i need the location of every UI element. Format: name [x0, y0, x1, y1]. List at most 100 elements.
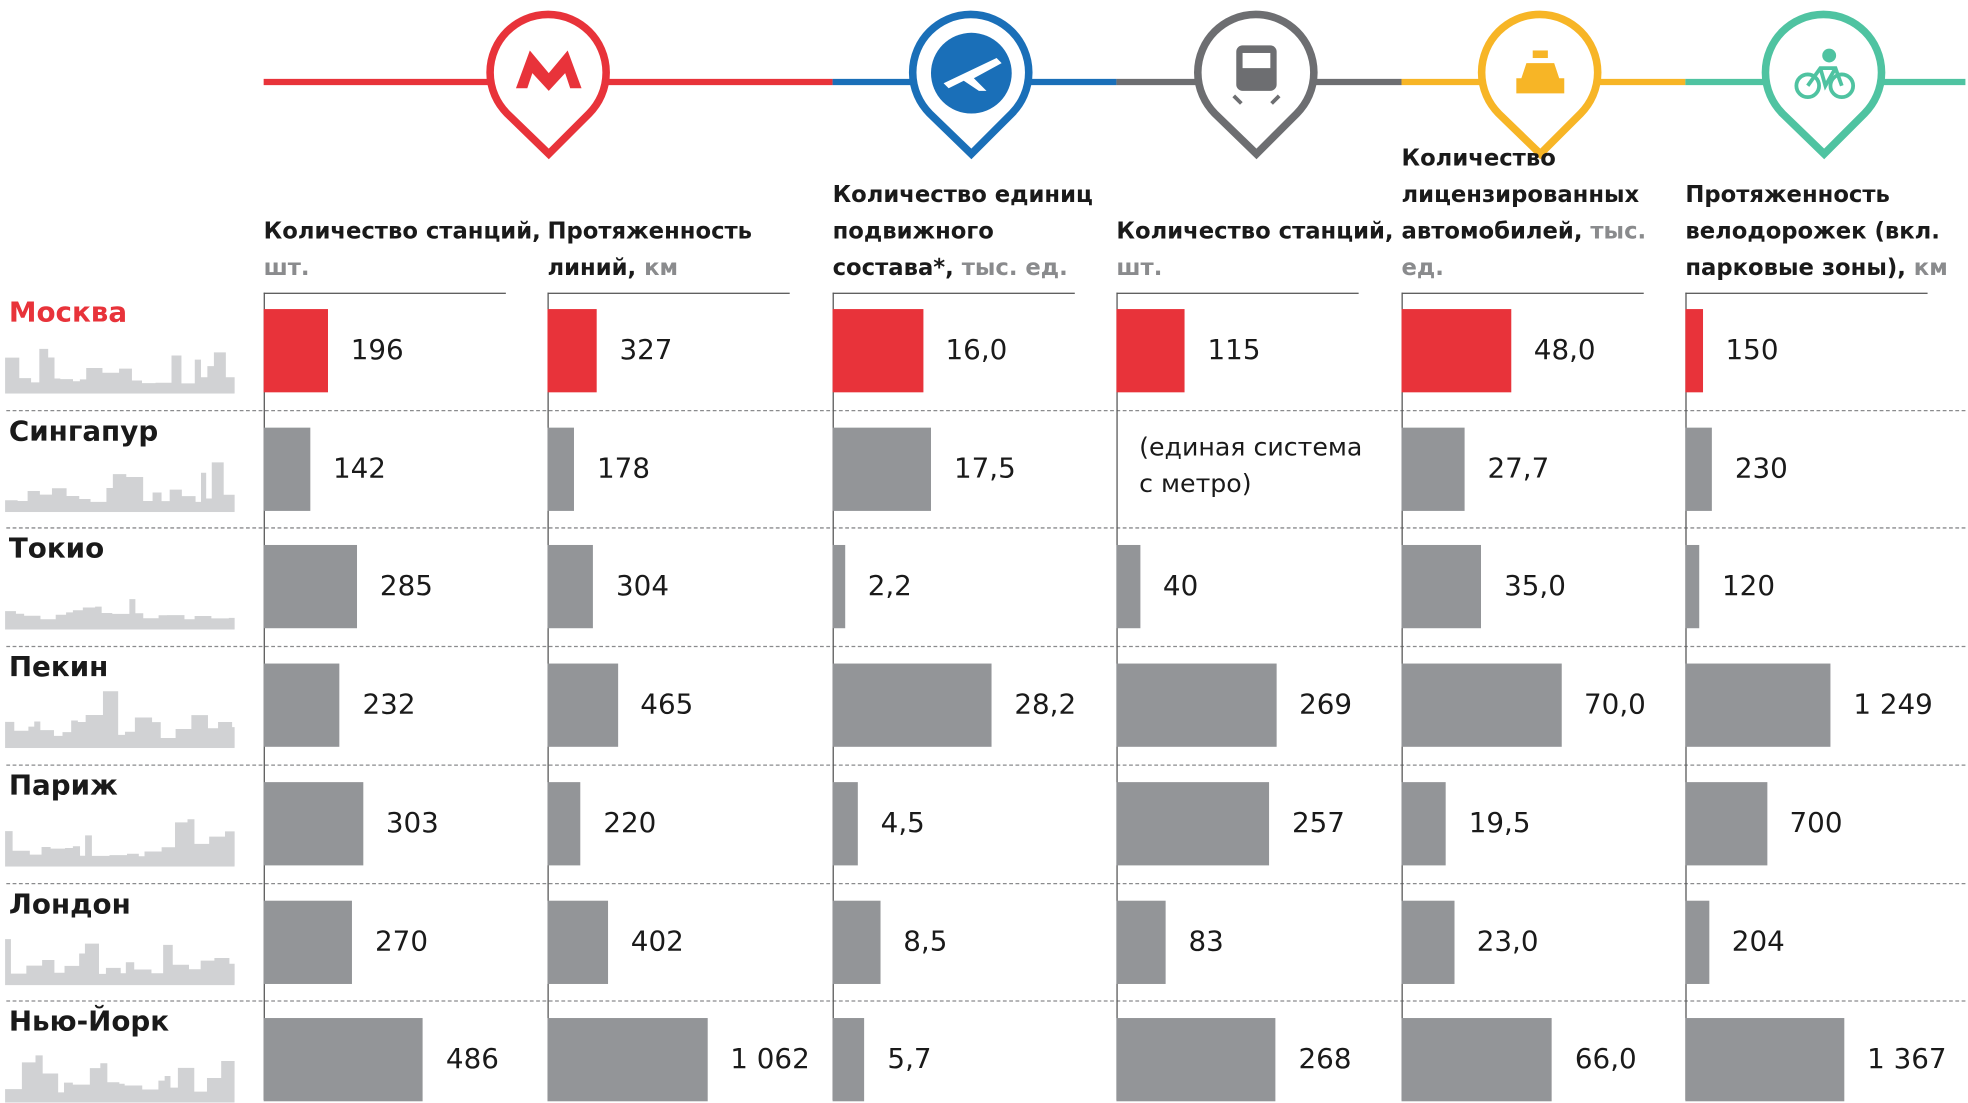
bar — [547, 782, 580, 865]
bar — [264, 309, 328, 392]
value-label: 232 — [363, 690, 416, 722]
bar — [1402, 900, 1454, 983]
value-label: 257 — [1292, 808, 1345, 840]
bar — [1402, 664, 1562, 747]
city-label: Сингапур — [9, 416, 158, 448]
column-header: Количество единиц подвижного состава*, т… — [833, 177, 1113, 287]
value-label: 303 — [386, 808, 439, 840]
column-unit: шт. — [264, 255, 310, 281]
value-label: 142 — [333, 453, 386, 485]
value-label: 269 — [1299, 690, 1352, 722]
column-header: Количество станций, шт. — [1116, 213, 1396, 286]
city-label: Нью-Йорк — [9, 1007, 169, 1039]
column-header: Количество станций, шт. — [264, 213, 544, 286]
value-label: 304 — [616, 571, 669, 603]
bar — [833, 427, 932, 510]
city-label: Токио — [9, 534, 104, 566]
column-unit: шт. — [1116, 255, 1162, 281]
city-label: Лондон — [9, 889, 131, 921]
row-divider — [6, 410, 1965, 411]
bar — [1116, 900, 1165, 983]
bar — [833, 309, 923, 392]
city-label: Пекин — [9, 652, 109, 684]
bar — [833, 664, 992, 747]
bar — [1116, 782, 1269, 865]
page: {"categories": ["Москва", "Сингапур", "Т… — [0, 0, 1968, 1100]
row-divider — [6, 882, 1965, 883]
value-label: 17,5 — [954, 453, 1016, 485]
value-label: 268 — [1299, 1044, 1352, 1076]
bar — [1685, 1018, 1844, 1101]
column-header: Протяженность линий, км — [547, 213, 827, 286]
value-label: 196 — [351, 335, 404, 367]
header-rule — [1116, 293, 1358, 294]
value-label: 402 — [631, 926, 684, 958]
bar — [264, 1018, 424, 1101]
bar — [547, 900, 608, 983]
value-label: 23,0 — [1477, 926, 1539, 958]
column-header: Протяженность велодорожек (вкл. парковые… — [1685, 177, 1965, 287]
value-label: 178 — [597, 453, 650, 485]
bar — [1685, 900, 1709, 983]
column-unit: тыс. ед. — [962, 255, 1068, 281]
value-label: 5,7 — [887, 1044, 931, 1076]
bar — [833, 900, 881, 983]
value-label: 115 — [1208, 335, 1261, 367]
bar — [1402, 782, 1447, 865]
skyline — [5, 1040, 235, 1103]
bar — [547, 427, 574, 510]
header-rule — [1685, 293, 1927, 294]
column-unit: км — [1914, 255, 1948, 281]
row-divider — [6, 764, 1965, 765]
bar — [833, 1018, 865, 1101]
header-rule — [833, 293, 1075, 294]
value-label: 19,5 — [1469, 808, 1531, 840]
value-label: 327 — [619, 335, 672, 367]
value-label: 465 — [640, 690, 693, 722]
value-label: 70,0 — [1584, 690, 1646, 722]
header-rule — [1402, 293, 1644, 294]
bar — [1116, 309, 1184, 392]
column-unit: км — [644, 255, 678, 281]
bar — [264, 782, 363, 865]
bar — [547, 1018, 707, 1101]
header-rule — [264, 293, 506, 294]
bar — [547, 309, 596, 392]
skyline — [5, 567, 235, 630]
column-title: Количество станций, — [1116, 218, 1393, 244]
row-divider — [6, 1001, 1965, 1002]
skyline — [5, 331, 235, 394]
annotation-line: с метро) — [1139, 465, 1362, 502]
bar — [1685, 664, 1830, 747]
bar — [1685, 309, 1702, 392]
value-label: 270 — [375, 926, 428, 958]
bar — [264, 664, 340, 747]
bar — [547, 545, 593, 628]
value-label: 28,2 — [1014, 690, 1076, 722]
column-title: Протяженность велодорожек (вкл. парковые… — [1685, 182, 1940, 282]
value-label: 27,7 — [1487, 453, 1549, 485]
value-label: 1 367 — [1867, 1044, 1946, 1076]
bar — [1685, 427, 1712, 510]
value-label: 8,5 — [903, 926, 947, 958]
annotation: (единая системас метро) — [1139, 429, 1362, 502]
value-label: 66,0 — [1575, 1044, 1637, 1076]
value-label: 48,0 — [1534, 335, 1596, 367]
bar — [1402, 545, 1482, 628]
city-label: Париж — [9, 771, 118, 803]
skyline — [5, 922, 235, 985]
value-label: 285 — [380, 571, 433, 603]
row-divider — [6, 646, 1965, 647]
skyline — [5, 685, 235, 748]
value-label: 1 249 — [1853, 690, 1932, 722]
infographic: МоскваСингапурТокиоПекинПарижЛондонНью-Й… — [0, 0, 1968, 1100]
bar — [547, 664, 617, 747]
bar — [1685, 782, 1766, 865]
bar — [833, 782, 858, 865]
bar — [833, 545, 845, 628]
value-label: 1 062 — [730, 1044, 809, 1076]
value-label: 35,0 — [1504, 571, 1566, 603]
bar — [264, 900, 353, 983]
bar — [1685, 545, 1699, 628]
value-label: 204 — [1732, 926, 1785, 958]
